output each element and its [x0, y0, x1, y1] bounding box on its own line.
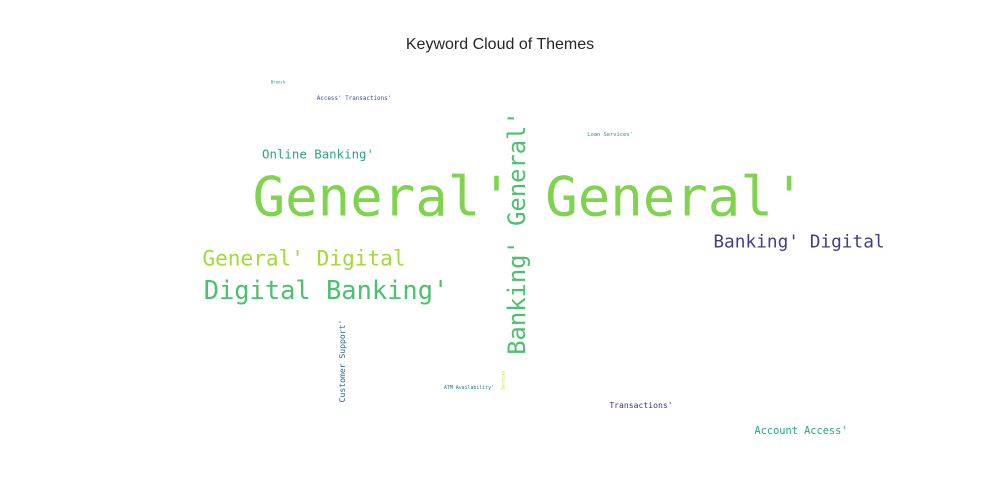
cloud-word: Banking' Digital	[713, 232, 884, 253]
cloud-word: Loan Services'	[587, 132, 632, 138]
cloud-word: General' Digital	[202, 246, 405, 271]
cloud-word: Banking' General'	[503, 111, 531, 355]
cloud-word: Branch	[271, 80, 286, 85]
chart-title: Keyword Cloud of Themes	[405, 36, 595, 53]
cloud-word: Access' Transactions'	[317, 96, 391, 102]
cloud-word: Services'	[501, 368, 506, 390]
cloud-word: Digital Banking'	[204, 275, 449, 305]
cloud-word: General' General'	[253, 166, 806, 229]
cloud-word: ATM Availability'	[444, 385, 494, 391]
cloud-word: Online Banking'	[262, 147, 374, 162]
cloud-word: Transactions'	[609, 400, 672, 410]
cloud-word: Customer Support'	[337, 320, 347, 403]
cloud-word: Account Access'	[755, 425, 848, 437]
